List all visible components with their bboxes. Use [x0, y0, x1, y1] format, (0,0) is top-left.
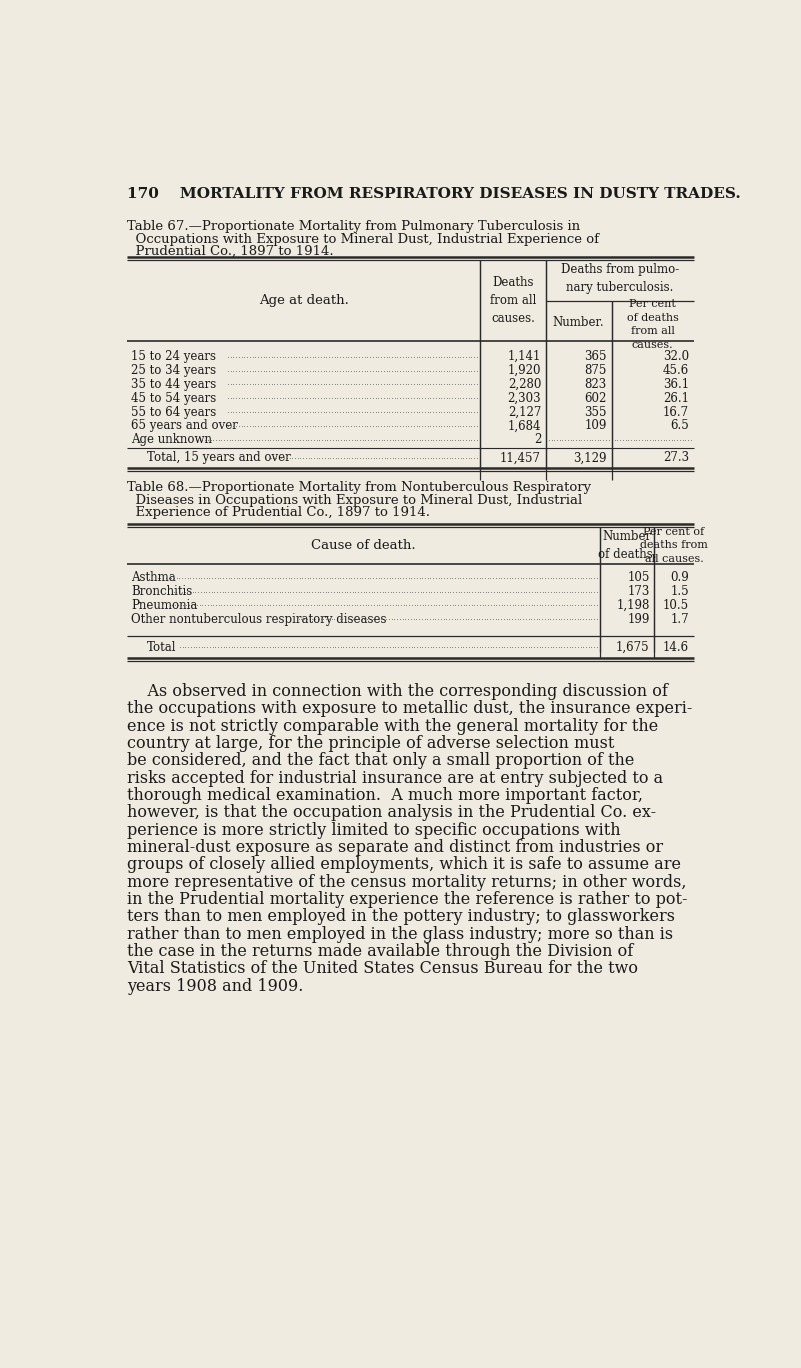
Text: 27.3: 27.3 — [663, 451, 689, 464]
Text: 2,303: 2,303 — [508, 391, 541, 405]
Text: 2: 2 — [533, 434, 541, 446]
Text: 170    MORTALITY FROM RESPIRATORY DISEASES IN DUSTY TRADES.: 170 MORTALITY FROM RESPIRATORY DISEASES … — [127, 187, 741, 201]
Text: Per cent of
deaths from
all causes.: Per cent of deaths from all causes. — [640, 527, 708, 564]
Text: years 1908 and 1909.: years 1908 and 1909. — [127, 978, 304, 995]
Text: Age unknown: Age unknown — [131, 434, 212, 446]
Text: 35 to 44 years: 35 to 44 years — [131, 378, 216, 391]
Text: 55 to 64 years: 55 to 64 years — [131, 405, 216, 419]
Text: Bronchitis: Bronchitis — [131, 586, 192, 598]
Text: Pneumonia: Pneumonia — [131, 599, 198, 611]
Text: in the Prudential mortality experience the reference is rather to pot-: in the Prudential mortality experience t… — [127, 891, 688, 908]
Text: Deaths from pulmo-
nary tuberculosis.: Deaths from pulmo- nary tuberculosis. — [561, 263, 679, 294]
Text: Table 68.—Proportionate Mortality from Nontuberculous Respiratory: Table 68.—Proportionate Mortality from N… — [127, 482, 591, 494]
Text: 10.5: 10.5 — [663, 599, 689, 611]
Text: As observed in connection with the corresponding discussion of: As observed in connection with the corre… — [127, 683, 668, 700]
Text: 1,198: 1,198 — [616, 599, 650, 611]
Text: 0.9: 0.9 — [670, 572, 689, 584]
Text: 1,684: 1,684 — [508, 420, 541, 432]
Text: Per cent
of deaths
from all
causes.: Per cent of deaths from all causes. — [626, 300, 678, 350]
Text: 1,920: 1,920 — [508, 364, 541, 378]
Text: 45.6: 45.6 — [663, 364, 689, 378]
Text: 26.1: 26.1 — [663, 391, 689, 405]
Text: 6.5: 6.5 — [670, 420, 689, 432]
Text: Total, 15 years and over: Total, 15 years and over — [147, 451, 291, 464]
Text: 109: 109 — [585, 420, 607, 432]
Text: 875: 875 — [585, 364, 607, 378]
Text: Cause of death.: Cause of death. — [312, 539, 416, 551]
Text: country at large, for the principle of adverse selection must: country at large, for the principle of a… — [127, 735, 614, 752]
Text: Occupations with Exposure to Mineral Dust, Industrial Experience of: Occupations with Exposure to Mineral Dus… — [127, 233, 599, 246]
Text: 16.7: 16.7 — [663, 405, 689, 419]
Text: 36.1: 36.1 — [663, 378, 689, 391]
Text: 1,675: 1,675 — [616, 640, 650, 654]
Text: 199: 199 — [627, 613, 650, 625]
Text: 2,127: 2,127 — [508, 405, 541, 419]
Text: Deaths
from all
causes.: Deaths from all causes. — [489, 276, 536, 326]
Text: however, is that the occupation analysis in the Prudential Co. ex-: however, is that the occupation analysis… — [127, 804, 656, 821]
Text: 45 to 54 years: 45 to 54 years — [131, 391, 216, 405]
Text: 2,280: 2,280 — [508, 378, 541, 391]
Text: Vital Statistics of the United States Census Bureau for the two: Vital Statistics of the United States Ce… — [127, 960, 638, 977]
Text: Age at death.: Age at death. — [259, 294, 348, 306]
Text: 1,141: 1,141 — [508, 350, 541, 363]
Text: ence is not strictly comparable with the general mortality for the: ence is not strictly comparable with the… — [127, 718, 658, 735]
Text: 1.5: 1.5 — [670, 586, 689, 598]
Text: more representative of the census mortality returns; in other words,: more representative of the census mortal… — [127, 874, 686, 891]
Text: Table 67.—Proportionate Mortality from Pulmonary Tuberculosis in: Table 67.—Proportionate Mortality from P… — [127, 220, 581, 234]
Text: Number.: Number. — [553, 316, 605, 330]
Text: Asthma: Asthma — [131, 572, 176, 584]
Text: 105: 105 — [627, 572, 650, 584]
Text: 65 years and over: 65 years and over — [131, 420, 238, 432]
Text: ters than to men employed in the pottery industry; to glassworkers: ters than to men employed in the pottery… — [127, 908, 675, 925]
Text: risks accepted for industrial insurance are at entry subjected to a: risks accepted for industrial insurance … — [127, 770, 663, 787]
Text: 365: 365 — [585, 350, 607, 363]
Text: Number
of deaths.: Number of deaths. — [598, 529, 656, 561]
Text: 173: 173 — [627, 586, 650, 598]
Text: mineral-dust exposure as separate and distinct from industries or: mineral-dust exposure as separate and di… — [127, 839, 663, 856]
Text: 602: 602 — [585, 391, 607, 405]
Text: rather than to men employed in the glass industry; more so than is: rather than to men employed in the glass… — [127, 926, 674, 943]
Text: Experience of Prudential Co., 1897 to 1914.: Experience of Prudential Co., 1897 to 19… — [127, 506, 430, 518]
Text: 355: 355 — [585, 405, 607, 419]
Text: 25 to 34 years: 25 to 34 years — [131, 364, 216, 378]
Text: perience is more strictly limited to specific occupations with: perience is more strictly limited to spe… — [127, 822, 621, 839]
Text: 823: 823 — [585, 378, 607, 391]
Text: 11,457: 11,457 — [500, 451, 541, 464]
Text: be considered, and the fact that only a small proportion of the: be considered, and the fact that only a … — [127, 752, 634, 769]
Text: the case in the returns made available through the Division of: the case in the returns made available t… — [127, 943, 634, 960]
Text: 14.6: 14.6 — [663, 640, 689, 654]
Text: Total: Total — [147, 640, 176, 654]
Text: 15 to 24 years: 15 to 24 years — [131, 350, 216, 363]
Text: groups of closely allied employments, which it is safe to assume are: groups of closely allied employments, wh… — [127, 856, 681, 873]
Text: Diseases in Occupations with Exposure to Mineral Dust, Industrial: Diseases in Occupations with Exposure to… — [127, 494, 582, 506]
Text: 3,129: 3,129 — [574, 451, 607, 464]
Text: the occupations with exposure to metallic dust, the insurance experi-: the occupations with exposure to metalli… — [127, 700, 693, 717]
Text: Other nontuberculous respiratory diseases: Other nontuberculous respiratory disease… — [131, 613, 387, 625]
Text: 32.0: 32.0 — [663, 350, 689, 363]
Text: Prudential Co., 1897 to 1914.: Prudential Co., 1897 to 1914. — [127, 245, 334, 259]
Text: 1.7: 1.7 — [670, 613, 689, 625]
Text: thorough medical examination.  A much more important factor,: thorough medical examination. A much mor… — [127, 787, 643, 804]
